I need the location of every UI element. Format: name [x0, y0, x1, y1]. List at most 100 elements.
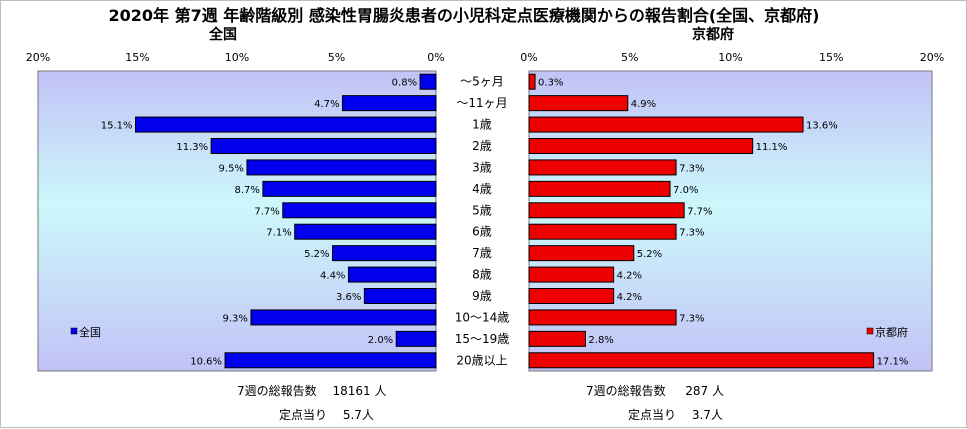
left-bar — [246, 159, 437, 176]
right-bar — [528, 159, 677, 176]
category-label: 5歳 — [472, 203, 492, 217]
category-label: 6歳 — [472, 225, 492, 239]
right-footer-total: 7週の総報告数 287 人 — [586, 383, 724, 398]
right-legend: 京都府 — [866, 325, 908, 339]
right-bar — [528, 138, 754, 154]
left-bar — [347, 266, 437, 283]
right-bar — [528, 116, 804, 133]
left-legend: 全国 — [70, 325, 101, 339]
left-bar — [419, 73, 437, 90]
left-bar-value: 9.5% — [219, 163, 244, 174]
left-tick-label: 15% — [125, 51, 149, 64]
category-label: 4歳 — [472, 182, 492, 196]
right-bar — [528, 352, 875, 369]
left-bar-value: 5.2% — [304, 249, 329, 260]
left-tick-label: 10% — [225, 51, 249, 64]
left-bar-value: 4.4% — [320, 271, 345, 282]
left-bar-value: 7.7% — [254, 206, 279, 217]
right-panel-title: 京都府 — [692, 26, 734, 43]
right-tick-label: 20% — [920, 51, 944, 64]
right-bar — [528, 73, 536, 90]
right-tick-label: 5% — [621, 51, 638, 64]
right-bar-value: 4.2% — [617, 271, 642, 282]
right-bar-value: 7.3% — [679, 163, 704, 174]
right-bars — [528, 73, 875, 369]
left-panel-title: 全国 — [208, 26, 237, 43]
left-bar — [250, 309, 437, 326]
left-bar — [224, 352, 437, 369]
left-tick-label: 5% — [328, 51, 345, 64]
right-bar — [528, 266, 615, 283]
right-bar-value: 0.3% — [538, 78, 563, 89]
left-bar — [395, 330, 437, 347]
category-label: ～11ヶ月 — [456, 96, 507, 110]
right-bar-value: 13.6% — [806, 121, 838, 132]
left-bar-value: 4.7% — [314, 99, 339, 110]
left-bar-value: 9.3% — [223, 313, 248, 324]
category-labels: ～5ヶ月 ～11ヶ月 1歳 2歳 3歳 4歳 5歳 6歳 7歳 8歳 9歳 10～14歳 15～19歳 2… — [455, 75, 510, 368]
left-bar-value: 7.1% — [266, 228, 291, 239]
right-bar-value: 7.0% — [673, 185, 698, 196]
category-label: 20歳以上 — [456, 353, 507, 367]
left-bar — [210, 138, 437, 154]
left-bar-value: 15.1% — [101, 121, 133, 132]
category-label: ～5ヶ月 — [460, 75, 504, 89]
right-tick-label: 0% — [520, 51, 537, 64]
left-bar — [135, 116, 437, 133]
right-bar-value: 4.9% — [631, 99, 656, 110]
right-legend-label: 京都府 — [875, 325, 908, 339]
left-bars — [135, 73, 437, 369]
right-bar-value: 11.1% — [756, 142, 788, 153]
left-bar-value: 8.7% — [234, 185, 259, 196]
left-footer-per-site: 定点当り 5.7人 — [279, 407, 374, 422]
right-value-labels: 0.3% 4.9% 13.6% 11.1% 7.3% 7.0% 7.7% 7.3% 5.2% 4.… — [538, 78, 908, 368]
category-label: 3歳 — [472, 160, 492, 174]
right-bar-value: 7.3% — [679, 228, 704, 239]
right-bar — [528, 309, 677, 326]
left-bar-value: 2.0% — [368, 335, 393, 346]
right-axis-ticks: 0% 5% 10% 15% 20% — [520, 51, 944, 64]
category-label: 7歳 — [472, 246, 492, 260]
left-bar — [341, 95, 437, 112]
right-bar-value: 4.2% — [617, 292, 642, 303]
left-bar — [262, 180, 437, 197]
left-value-labels: 0.8% 4.7% 15.1% 11.3% 9.5% 8.7% 7.7% 7.1% 5.2% 4.… — [101, 78, 417, 368]
right-legend-swatch — [866, 327, 874, 335]
left-axis-ticks: 20% 15% 10% 5% 0% — [26, 51, 445, 64]
right-bar — [528, 245, 635, 262]
category-label: 1歳 — [472, 118, 492, 132]
left-bar-value: 3.6% — [336, 292, 361, 303]
right-bar — [528, 288, 615, 304]
right-plot-area — [528, 70, 933, 372]
right-footer-per-site: 定点当り 3.7人 — [628, 407, 723, 422]
right-bar — [528, 95, 629, 112]
category-label: 8歳 — [472, 268, 492, 282]
chart-title: 2020年 第7週 年齢階級別 感染性胃腸炎患者の小児科定点医療機関からの報告割… — [108, 6, 819, 25]
right-bar-value: 7.7% — [687, 206, 712, 217]
right-bar — [528, 223, 677, 240]
category-label: 9歳 — [472, 289, 492, 303]
right-bar-value: 2.8% — [588, 335, 613, 346]
right-bar-value: 17.1% — [877, 356, 909, 367]
right-tick-label: 15% — [819, 51, 843, 64]
left-tick-label: 0% — [427, 51, 444, 64]
left-bar — [294, 223, 437, 240]
right-bar-value: 7.3% — [679, 313, 704, 324]
right-tick-label: 10% — [718, 51, 742, 64]
left-bar-value: 11.3% — [176, 142, 208, 153]
right-bar — [528, 330, 586, 347]
category-label: 10～14歳 — [455, 310, 510, 324]
left-footer-total: 7週の総報告数 18161 人 — [237, 383, 386, 398]
right-bar-value: 5.2% — [637, 249, 662, 260]
right-bar — [528, 202, 685, 219]
left-legend-swatch — [70, 327, 78, 335]
left-bar-value: 0.8% — [392, 78, 417, 89]
category-label: 15～19歳 — [455, 332, 510, 346]
left-legend-label: 全国 — [79, 325, 101, 339]
category-label: 2歳 — [472, 139, 492, 153]
left-bar — [363, 288, 437, 304]
left-bar — [332, 245, 437, 262]
right-bar — [528, 180, 671, 197]
